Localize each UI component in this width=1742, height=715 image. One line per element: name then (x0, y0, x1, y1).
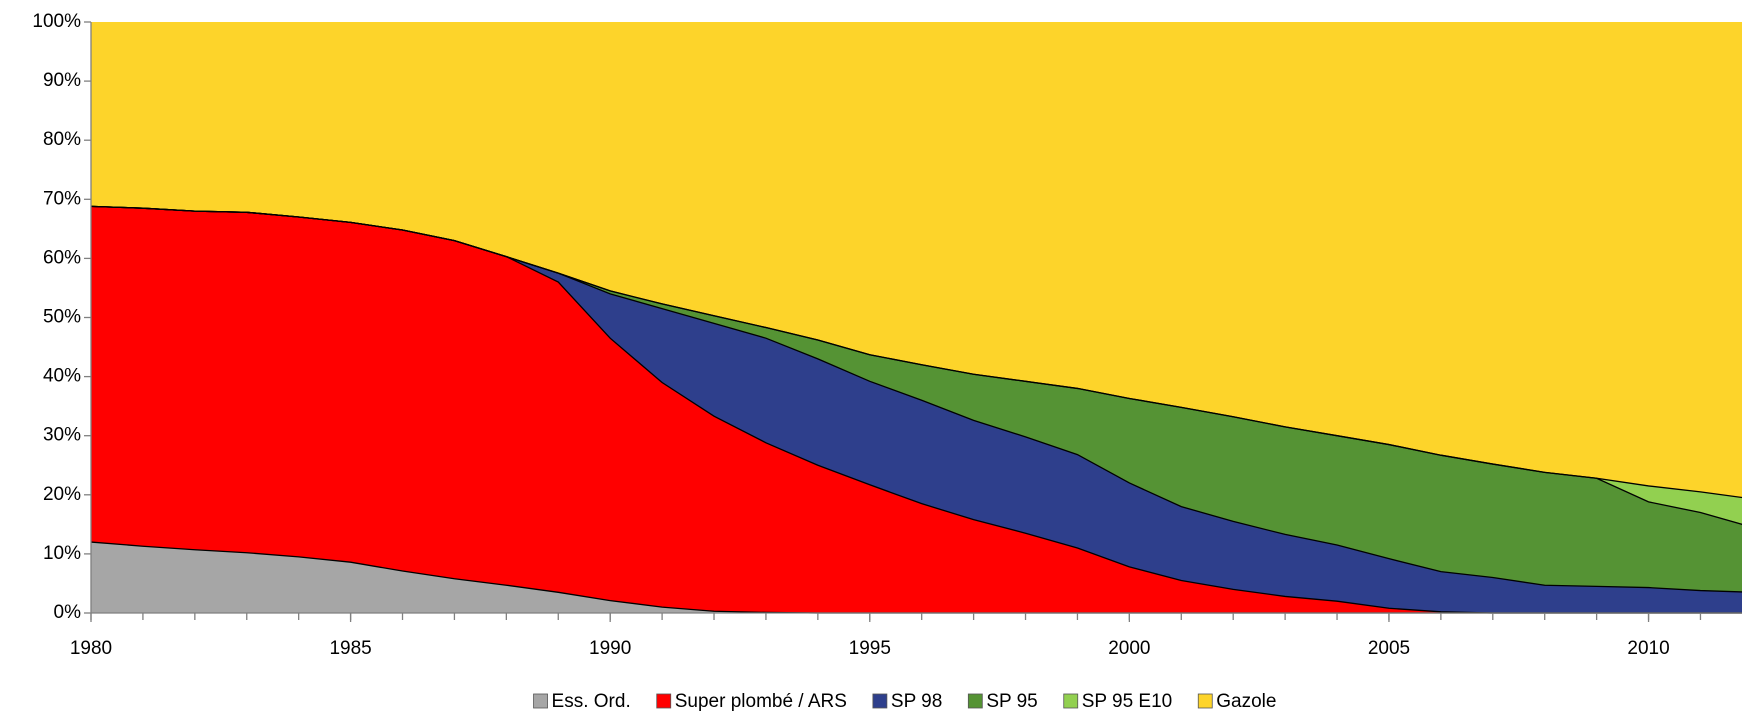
y-tick-label: 60% (43, 247, 81, 268)
legend-swatch (872, 693, 888, 709)
legend-label: Ess. Ord. (552, 691, 631, 712)
area (91, 22, 1742, 498)
area (91, 206, 1742, 613)
y-tick-label: 40% (43, 366, 81, 387)
y-tick-label: 50% (43, 307, 81, 328)
y-tick-label: 100% (32, 11, 81, 32)
y-tick-label: 20% (43, 484, 81, 505)
x-tick-label: 1985 (329, 638, 371, 659)
legend: Ess. Ord. Super plombé / ARS SP 98 SP 95 SP … (533, 691, 1276, 712)
y-tick-label: 90% (43, 70, 81, 91)
legend-label: Gazole (1216, 691, 1276, 712)
x-tick-label: 1995 (849, 638, 891, 659)
x-tick-label: 1980 (70, 638, 112, 659)
y-tick-label: 10% (43, 543, 81, 564)
x-tick-label: 2000 (1108, 638, 1150, 659)
legend-swatch (656, 693, 672, 709)
legend-swatch (533, 693, 548, 709)
legend-label: Super plombé / ARS (675, 691, 847, 712)
area-edge (91, 205, 1742, 499)
legend-label: SP 95 (986, 691, 1037, 712)
x-tick-label: 2010 (1627, 638, 1669, 659)
y-tick-label: 70% (43, 188, 81, 209)
area (91, 206, 1742, 613)
x-tick-label: 2005 (1368, 638, 1410, 659)
area (91, 542, 1742, 613)
plot-area (91, 22, 1742, 614)
y-tick-label: 0% (54, 602, 82, 623)
legend-swatch (1063, 693, 1079, 709)
legend-swatch (1197, 693, 1213, 709)
x-tick-label: 1990 (589, 638, 631, 659)
y-tick-label: 80% (43, 129, 81, 150)
legend-label: SP 95 E10 (1082, 691, 1173, 712)
legend-swatch (967, 693, 983, 709)
y-tick-label: 30% (43, 425, 81, 446)
area (91, 206, 1742, 592)
legend-label: SP 98 (891, 691, 942, 712)
